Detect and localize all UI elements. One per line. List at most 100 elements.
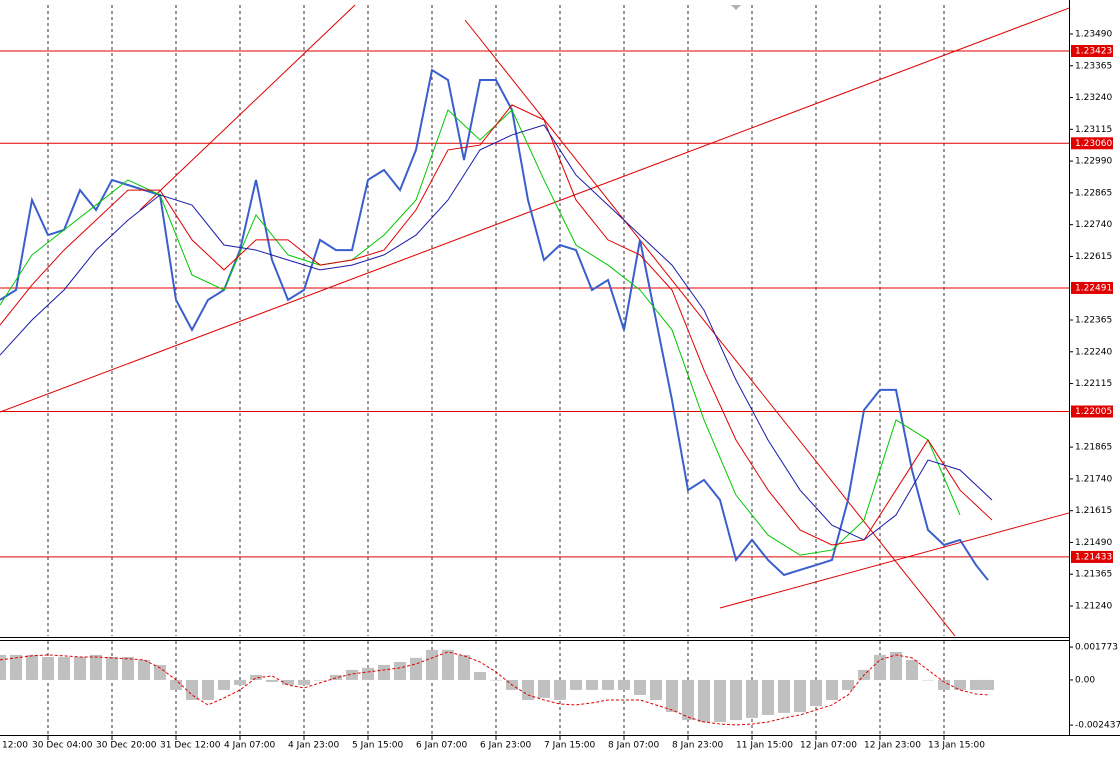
histogram-bar xyxy=(314,679,326,681)
level-tag xyxy=(1071,137,1113,150)
y-tick-label: 1.22115 xyxy=(1075,379,1112,389)
histogram-bar xyxy=(458,654,470,680)
x-tick-label: 12 Jan 07:00 xyxy=(800,741,857,751)
y-tick-label: 1.21490 xyxy=(1075,538,1112,548)
x-tick-label: 31 Dec 12:00 xyxy=(160,741,221,751)
y-tick-label: 1.21240 xyxy=(1075,602,1112,612)
histogram-bar xyxy=(906,659,918,680)
histogram-bar xyxy=(730,679,742,720)
histogram-bar xyxy=(762,679,774,715)
histogram-bar xyxy=(250,674,262,680)
x-tick-label: 8 Jan 07:00 xyxy=(608,741,660,751)
level-label: 1.22005 xyxy=(1075,407,1112,417)
histogram-bar xyxy=(106,656,118,680)
x-tick-label: 30 Dec 04:00 xyxy=(32,741,93,751)
histogram-bar xyxy=(42,656,54,680)
y-tick-label: 1.22865 xyxy=(1075,188,1112,198)
histogram-bar xyxy=(666,679,678,713)
histogram-bar xyxy=(938,679,950,690)
x-tick-label: 6 Jan 07:00 xyxy=(416,741,468,751)
price-line xyxy=(0,68,989,581)
level-tag xyxy=(1071,405,1113,418)
histogram-bar xyxy=(810,679,822,707)
x-tick-label: 4 Jan 07:00 xyxy=(224,741,276,751)
histogram-bar xyxy=(874,654,886,680)
histogram-bar xyxy=(794,679,806,713)
x-tick-label: 5 Jan 15:00 xyxy=(352,741,404,751)
histogram-bar xyxy=(826,679,838,700)
histogram-bar xyxy=(538,679,550,698)
histogram-bar xyxy=(890,651,902,680)
histogram-bar xyxy=(58,656,70,680)
histogram-bar xyxy=(778,679,790,713)
histogram-bar xyxy=(234,679,246,685)
level-label: 1.21433 xyxy=(1075,552,1112,562)
level-tag xyxy=(1071,550,1113,563)
histogram-bar xyxy=(138,659,150,680)
histogram-bar xyxy=(410,657,422,680)
y-tick-label: 0.001773 xyxy=(1075,643,1118,653)
trend-line xyxy=(719,512,1070,609)
histogram-bar xyxy=(266,679,278,682)
x-tick-label: 8 Jan 23:00 xyxy=(672,741,724,751)
moving-average xyxy=(0,124,993,541)
y-tick-label: 1.23240 xyxy=(1075,93,1112,103)
histogram-bar xyxy=(74,656,86,680)
y-tick-label: 1.21740 xyxy=(1075,474,1112,484)
y-tick-label: 1.23490 xyxy=(1075,29,1112,39)
histogram-bar xyxy=(682,679,694,720)
histogram-bar xyxy=(842,679,854,690)
y-tick-label: 1.22615 xyxy=(1075,252,1112,262)
histogram-bar xyxy=(154,664,166,680)
y-tick-label: 1.22240 xyxy=(1075,347,1112,357)
histogram-bar xyxy=(522,679,534,700)
x-tick-label: 7 Jan 15:00 xyxy=(544,741,596,751)
histogram-bar xyxy=(442,649,454,680)
histogram-bar xyxy=(122,656,134,680)
histogram-bar xyxy=(650,679,662,700)
x-tick-label: 30 Dec 20:00 xyxy=(96,741,157,751)
histogram-bar xyxy=(570,679,582,690)
x-tick-label: 13 Jan 15:00 xyxy=(928,741,985,751)
histogram-bar xyxy=(218,679,230,690)
histogram-bar xyxy=(982,679,994,690)
level-label: 1.23423 xyxy=(1075,47,1112,57)
y-tick-label: 1.22740 xyxy=(1075,220,1112,230)
histogram-bar xyxy=(346,669,358,680)
level-tag xyxy=(1071,45,1113,58)
histogram-bar xyxy=(298,679,310,685)
histogram-bar xyxy=(954,679,966,690)
histogram-bar xyxy=(282,679,294,685)
histogram-bar xyxy=(586,679,598,690)
x-tick-label: 11 Jan 15:00 xyxy=(736,741,793,751)
histogram-bar xyxy=(746,679,758,718)
histogram-bar xyxy=(474,671,486,680)
histogram-bar xyxy=(618,679,630,690)
trend-line xyxy=(139,4,356,211)
y-tick-label: 1.22990 xyxy=(1075,157,1112,167)
histogram-bar xyxy=(426,649,438,680)
x-tick-label: 4 Jan 23:00 xyxy=(288,741,340,751)
level-label: 1.22491 xyxy=(1075,283,1112,293)
histogram-bar xyxy=(490,679,502,681)
histogram-bar xyxy=(394,661,406,680)
histogram-bar xyxy=(698,679,710,723)
histogram-bar xyxy=(170,679,182,690)
y-tick-label: 0.00 xyxy=(1075,675,1095,685)
histogram-bar xyxy=(554,679,566,700)
y-tick-label: 1.22365 xyxy=(1075,315,1112,325)
histogram-bar xyxy=(970,679,982,690)
y-tick-label: 1.23365 xyxy=(1075,61,1112,71)
histogram-bar xyxy=(202,679,214,700)
trend-line xyxy=(0,7,1070,413)
trend-line xyxy=(464,19,956,637)
x-tick-label: 6 Jan 23:00 xyxy=(480,741,532,751)
histogram-bar xyxy=(26,654,38,680)
y-tick-label: 1.21365 xyxy=(1075,570,1112,580)
histogram-bar xyxy=(362,667,374,680)
histogram-bar xyxy=(714,679,726,723)
histogram-bar xyxy=(922,679,934,681)
histogram-bar xyxy=(186,679,198,700)
moving-average xyxy=(0,104,993,546)
